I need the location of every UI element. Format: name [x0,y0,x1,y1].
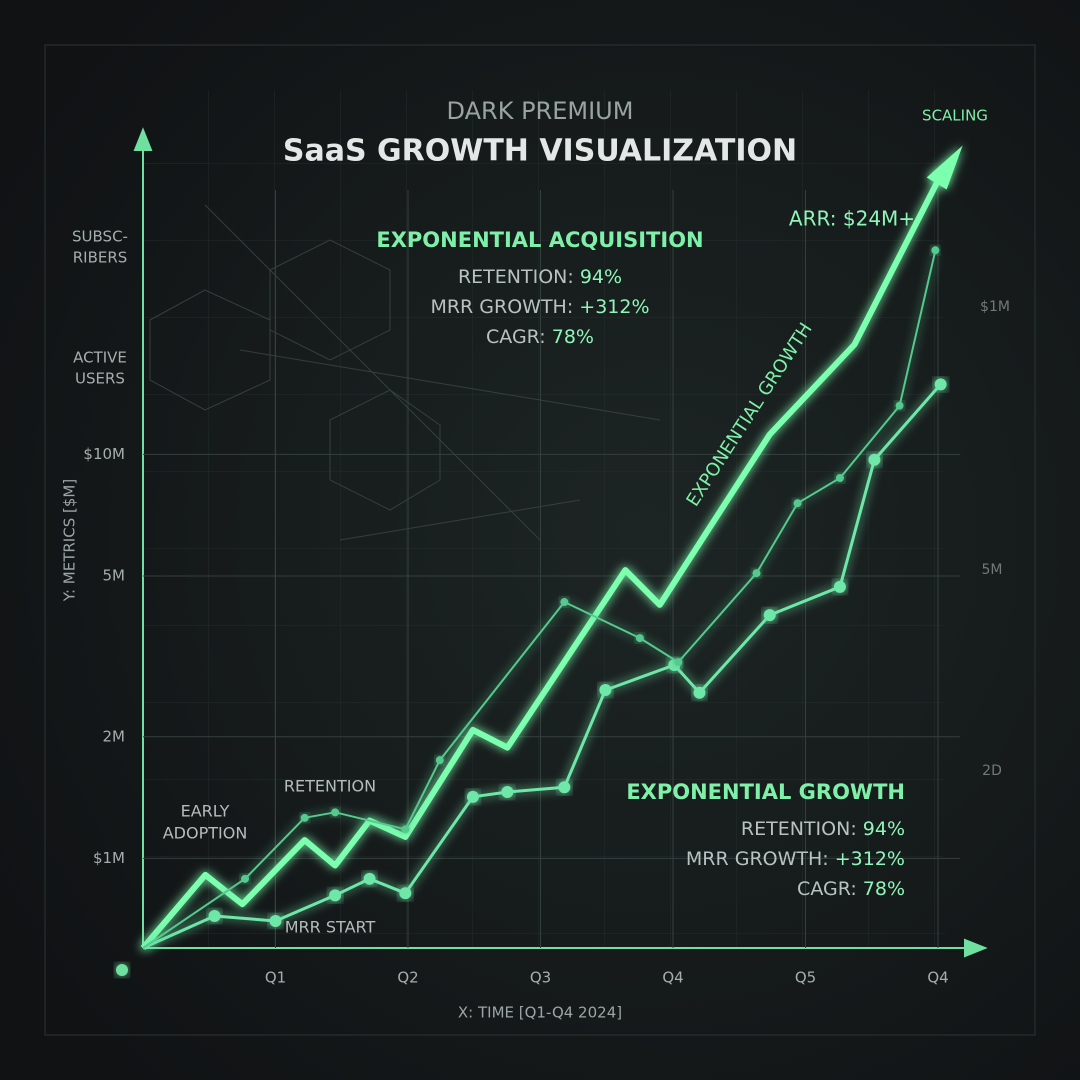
series-line [142,383,942,950]
annotation: ARR: $24M+ [789,207,915,231]
x-tick-label: Q4 [662,969,683,987]
arrow-head [926,145,963,190]
point [466,790,479,803]
annotation: MRR START [285,918,376,937]
info-line: RETENTION: 94% [458,266,622,288]
y-tick-label: $10M [83,445,125,463]
point [599,684,612,697]
point [868,453,881,466]
info-heading: EXPONENTIAL ACQUISITION [376,228,703,252]
info-line: CAGR: 78% [797,878,905,900]
point [501,785,514,798]
x-axis-label: X: TIME [Q1-Q4 2024] [458,1004,622,1022]
point [931,246,940,255]
x-tick-label: Q1 [265,969,286,987]
axes [133,127,988,958]
point [934,378,947,391]
y-axis-label: Y: METRICS [$M] [61,479,79,602]
frame [44,44,1036,1036]
info-value: +312% [579,296,649,318]
info-heading: EXPONENTIAL GROWTH [626,780,905,804]
annotation: ADOPTION [163,824,248,843]
point [895,401,904,410]
series-line [142,250,937,949]
info-line: MRR GROWTH: +312% [686,848,905,870]
annotation: USERS [75,370,125,388]
point [635,634,644,643]
point [399,887,412,900]
annotation: 5M [982,562,1003,578]
decor-grid [143,90,943,948]
info-label: CAGR: [486,326,546,348]
point [435,756,444,765]
origin-dot [116,964,128,976]
x-tick-label: Q5 [795,969,816,987]
point [835,474,844,483]
annotation: ACTIVE [73,349,127,367]
info-line: RETENTION: 94% [741,818,905,840]
point [300,813,309,822]
point [363,872,376,885]
annotation: RIBERS [73,249,128,267]
annotation: 2D [982,763,1002,779]
info-label: MRR GROWTH: [430,296,573,318]
info-value: 78% [552,326,594,348]
info-line: CAGR: 78% [486,326,594,348]
y-tick-label: 2M [103,727,126,745]
point [329,889,342,902]
header: DARK PREMIUM [447,97,634,125]
chart-title: SaaS GROWTH VISUALIZATION [283,134,797,169]
point [763,609,776,622]
point [560,598,569,607]
x-tick-label: Q4 [927,969,948,987]
point [752,569,761,578]
x-tick-label: Q3 [530,969,551,987]
point [833,580,846,593]
annotation: RETENTION [284,777,376,796]
point [793,499,802,508]
point [401,825,410,834]
x-tick-label: Q2 [397,969,418,987]
info-value: 94% [580,266,622,288]
point [208,910,221,923]
info-value: 78% [863,878,905,900]
annotation: SUBSC- [72,228,128,246]
annotation: EARLY [181,802,230,821]
info-label: RETENTION: [741,818,857,840]
point [674,658,683,667]
annotation: SCALING [922,107,988,125]
info-line: MRR GROWTH: +312% [430,296,649,318]
point [693,686,706,699]
series-line [140,174,944,950]
point [558,781,571,794]
info-label: MRR GROWTH: [686,848,829,870]
point [241,874,250,883]
annotation: $1M [980,299,1010,315]
info-label: CAGR: [797,878,857,900]
y-tick-label: 5M [103,566,126,584]
info-value: +312% [835,848,905,870]
y-tick-label: $1M [93,849,125,867]
info-label: RETENTION: [458,266,574,288]
point [269,914,282,927]
point [331,808,340,817]
info-value: 94% [863,818,905,840]
